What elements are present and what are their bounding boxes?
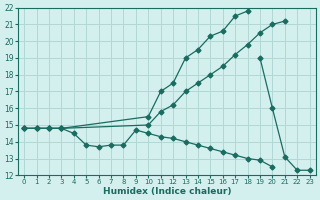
X-axis label: Humidex (Indice chaleur): Humidex (Indice chaleur) (103, 187, 231, 196)
